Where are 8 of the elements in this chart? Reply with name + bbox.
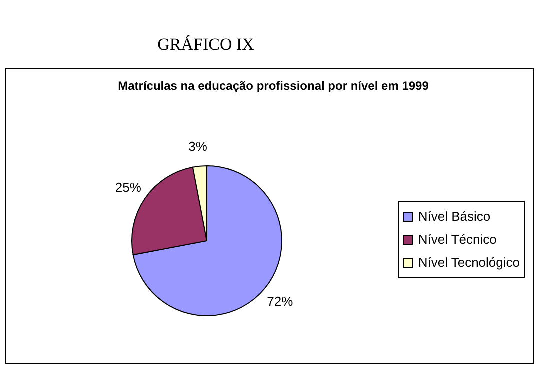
legend-label: Nível Básico	[418, 208, 491, 226]
chart-subtitle: Matrículas na educação profissional por nível em 1999	[117, 79, 430, 93]
data-label: 25%	[115, 180, 142, 196]
legend-label: Nível Técnico	[418, 231, 497, 249]
chart-title: GRÁFICO IX	[156, 35, 256, 55]
data-label: 72%	[267, 294, 294, 310]
data-label: 3%	[188, 138, 208, 154]
legend-label: Nível Tecnológico	[418, 254, 520, 272]
